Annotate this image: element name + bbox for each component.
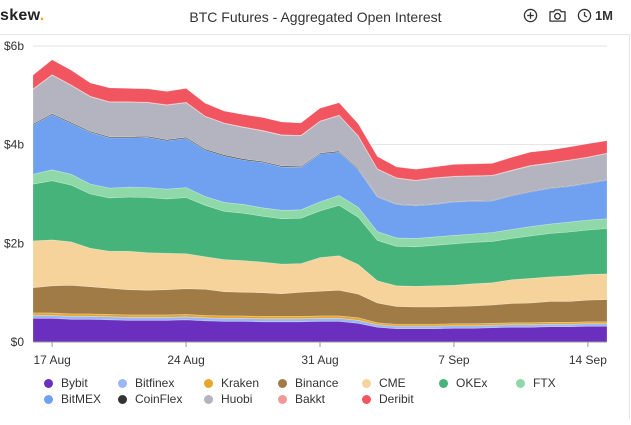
- legend-label: FTX: [533, 376, 556, 390]
- legend-swatch: [44, 394, 53, 404]
- y-tick-label: $2b: [4, 236, 24, 250]
- legend-item-bitfinex[interactable]: Bitfinex: [118, 376, 174, 390]
- legend-label: Bitfinex: [135, 376, 175, 390]
- x-tick-label: 17 Aug: [33, 353, 70, 367]
- x-axis: 17 Aug 24 Aug 31 Aug 7 Sep 14 Sep: [33, 341, 607, 367]
- x-tick-label: 7 Sep: [438, 353, 470, 367]
- brand-logo: skew.: [0, 7, 45, 25]
- area-huobi[interactable]: [32, 74, 608, 206]
- y-tick-label: $4b: [4, 138, 24, 152]
- range-selector[interactable]: 1M: [577, 8, 613, 23]
- legend-item-okex[interactable]: OKEx: [439, 376, 487, 390]
- legend-label: Huobi: [221, 392, 253, 406]
- legend-swatch: [362, 394, 371, 404]
- legend-item-binance[interactable]: Binance: [278, 376, 338, 390]
- area-deribit[interactable]: [32, 59, 608, 181]
- header: skew. BTC Futures - Aggregated Open Inte…: [0, 0, 631, 34]
- toolbar: 1M: [523, 8, 613, 23]
- legend-item-coinflex[interactable]: CoinFlex: [118, 392, 182, 406]
- legend-label: Bakkt: [295, 392, 326, 406]
- legend-item-bakkt[interactable]: Bakkt: [278, 392, 325, 406]
- screenshot-button[interactable]: [548, 8, 567, 23]
- legend-item-bitmex[interactable]: BitMEX: [44, 392, 101, 406]
- legend-item-huobi[interactable]: Huobi: [204, 392, 252, 406]
- y-tick-label: $6b: [4, 39, 24, 53]
- legend-swatch: [118, 394, 127, 404]
- legend-swatch: [278, 394, 287, 404]
- legend-swatch: [516, 378, 525, 388]
- x-tick-label: 14 Sep: [569, 353, 607, 367]
- brand-dot: .: [39, 7, 45, 24]
- legend-item-ftx[interactable]: FTX: [516, 376, 556, 390]
- legend-label: Deribit: [379, 392, 414, 406]
- legend-label: CME: [379, 376, 406, 390]
- stacked-areas: [32, 59, 608, 343]
- legend-label: Kraken: [221, 376, 260, 390]
- legend-swatch: [362, 378, 371, 388]
- area-ftx[interactable]: [32, 169, 608, 248]
- x-tick-label: 24 Aug: [167, 353, 204, 367]
- area-bakkt[interactable]: [32, 74, 608, 182]
- brand-name: skew: [0, 7, 40, 24]
- legend-swatch: [44, 378, 53, 388]
- area-okex[interactable]: [32, 180, 608, 287]
- legend-swatch: [118, 378, 127, 388]
- chart-frame: [0, 34, 630, 419]
- y-tick-label: $0: [11, 335, 25, 349]
- legend-label: Binance: [295, 376, 339, 390]
- range-label: 1M: [594, 8, 613, 23]
- legend-label: CoinFlex: [135, 392, 183, 406]
- legend-item-kraken[interactable]: Kraken: [204, 376, 259, 390]
- x-tick-label: 31 Aug: [301, 353, 338, 367]
- legend-item-cme[interactable]: CME: [362, 376, 406, 390]
- legend-label: OKEx: [456, 376, 488, 390]
- y-axis: $0 $2b $4b $6b: [4, 39, 24, 349]
- plus-circle-icon: [523, 8, 538, 23]
- legend-item-deribit[interactable]: Deribit: [362, 392, 414, 406]
- legend-label: Bybit: [61, 376, 88, 390]
- legend-label: BitMEX: [61, 392, 102, 406]
- legend-swatch: [204, 394, 213, 404]
- legend-swatch: [204, 378, 213, 388]
- legend-swatch: [278, 378, 287, 388]
- camera-icon: [549, 9, 566, 22]
- chart-title: BTC Futures - Aggregated Open Interest: [189, 9, 442, 25]
- legend-item-bybit[interactable]: Bybit: [44, 376, 88, 390]
- clock-icon: [577, 8, 592, 23]
- legend-swatch: [439, 378, 448, 388]
- add-button[interactable]: [523, 8, 538, 23]
